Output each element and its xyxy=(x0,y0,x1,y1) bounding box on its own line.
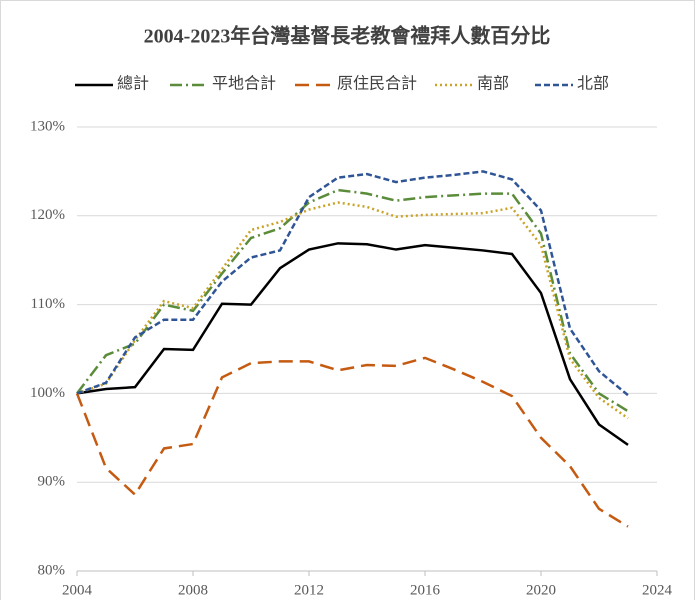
y-tick-label: 90% xyxy=(38,474,66,490)
legend-label: 北部 xyxy=(577,75,609,93)
y-tick-label: 110% xyxy=(31,296,65,312)
x-tick-label: 2008 xyxy=(178,582,208,598)
legend-label: 南部 xyxy=(477,75,509,93)
legend-label: 總計 xyxy=(117,75,149,93)
x-tick-label: 2004 xyxy=(62,582,93,598)
line-series xyxy=(76,188,629,413)
y-tick-label: 80% xyxy=(38,562,66,578)
y-tick-label: 100% xyxy=(30,385,65,401)
x-tick-label: 2020 xyxy=(526,582,556,598)
line-series xyxy=(76,170,629,397)
chart-title: 2004-2023年台灣基督長老教會禮拜人數百分比 xyxy=(144,24,551,48)
x-tick-label: 2012 xyxy=(294,582,324,598)
line-series xyxy=(76,201,629,420)
y-tick-label: 130% xyxy=(30,118,65,134)
legend-label: 平地合計 xyxy=(212,75,276,93)
x-tick-label: 2024 xyxy=(642,582,673,598)
legend-label: 原住民合計 xyxy=(337,75,417,93)
line-series xyxy=(76,242,629,446)
line-series xyxy=(75,356,629,528)
y-tick-label: 120% xyxy=(30,207,65,223)
x-tick-label: 2016 xyxy=(410,582,441,598)
